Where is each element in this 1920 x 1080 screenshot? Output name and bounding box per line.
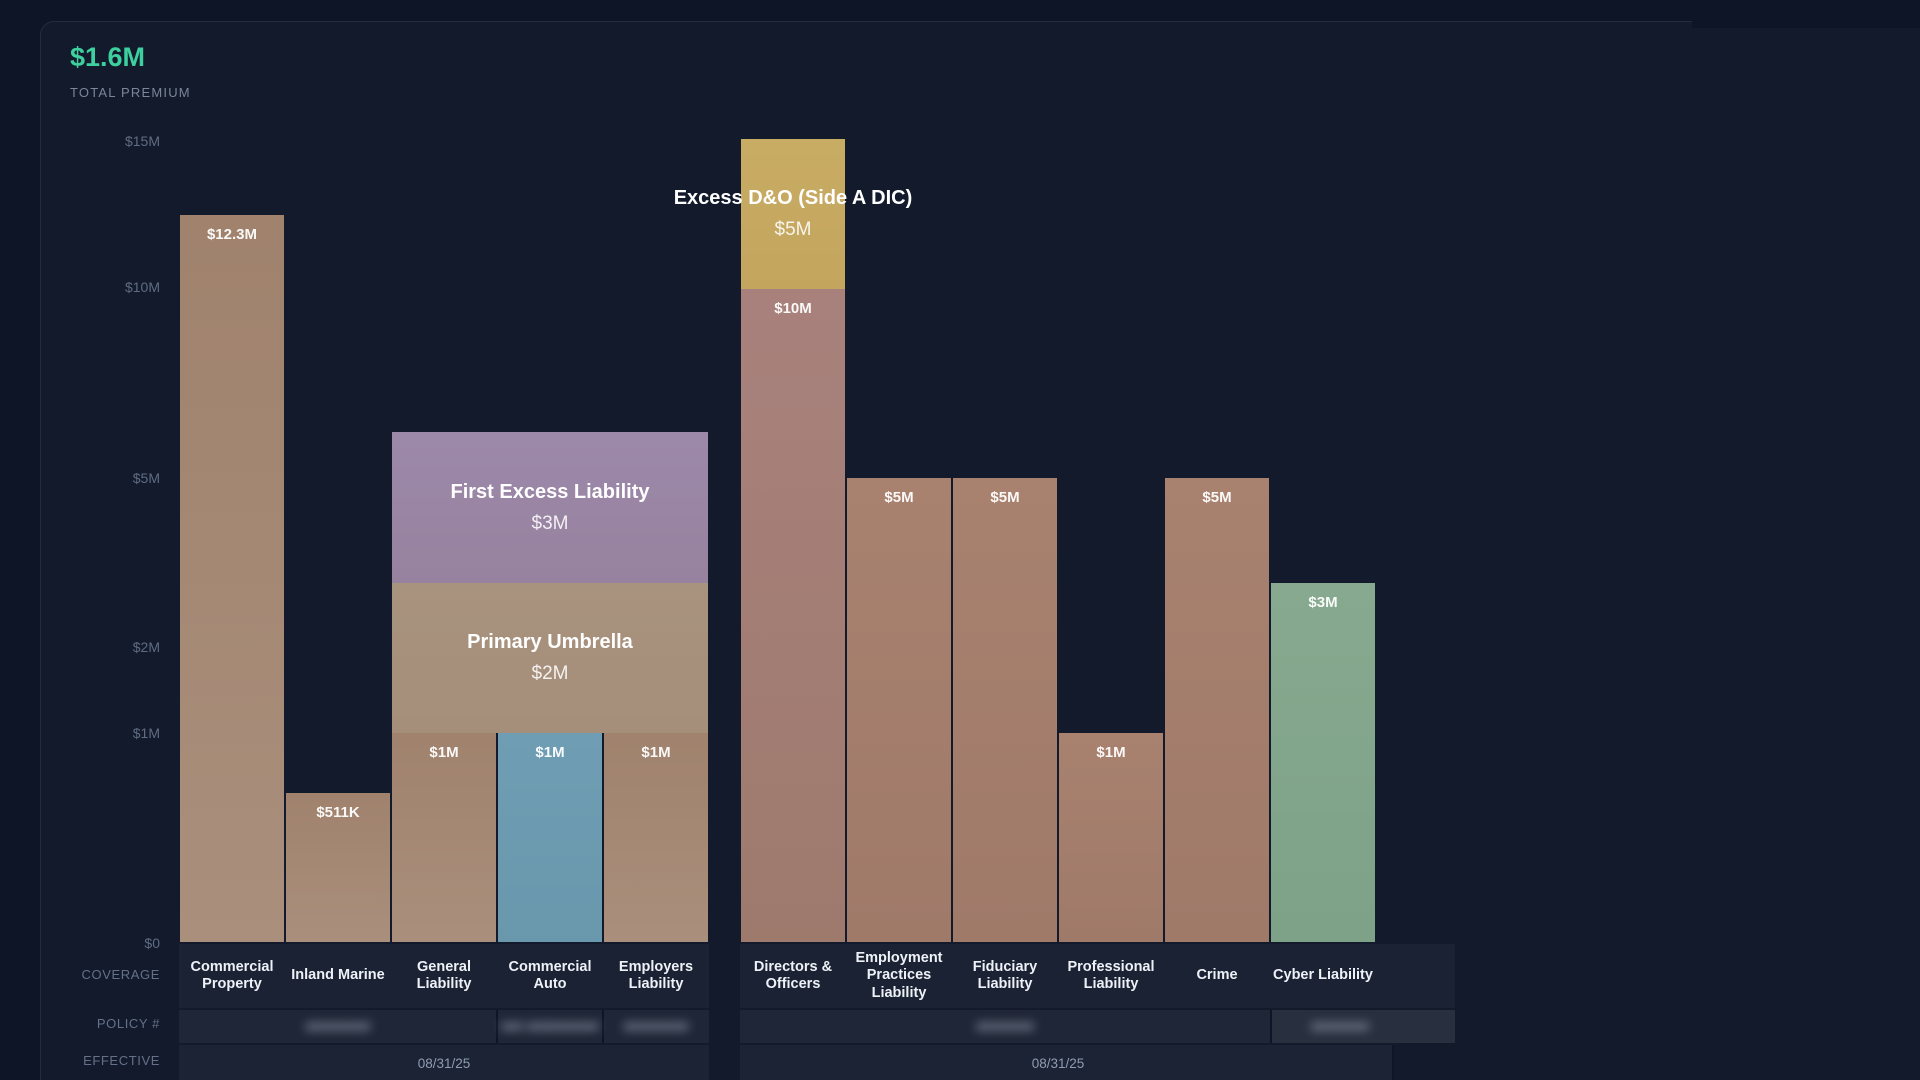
bar-excess-do-side-a-dic[interactable]: Excess D&O (Side A DIC) $5M — [674, 139, 912, 289]
effective-row-group1 — [179, 1045, 709, 1080]
bar-primary-umbrella[interactable]: Primary Umbrella $2M — [392, 583, 708, 733]
bar-value-label: $3M — [1308, 594, 1338, 611]
effective-cell-divider — [1392, 1045, 1394, 1080]
row-label-effective: EFFECTIVE — [83, 1053, 160, 1068]
bar-block-labels: Primary Umbrella $2M — [380, 631, 720, 685]
bar-first-excess-liability[interactable]: First Excess Liability $3M — [392, 432, 708, 583]
bar-inland-marine[interactable]: $511K — [286, 793, 390, 942]
bar-value-label: $1M — [535, 744, 565, 761]
layer-title: First Excess Liability — [450, 480, 650, 503]
policy-number-redacted: ### ########## — [501, 1019, 599, 1034]
colhead-crime: Crime — [1196, 967, 1238, 984]
policy-number-redacted: ######## — [1311, 1019, 1369, 1034]
effective-row-group2 — [740, 1045, 1455, 1080]
policy-number-redacted: ######### — [623, 1019, 689, 1034]
layer-limit: $2M — [531, 663, 569, 684]
colhead-employers-liability: Employers Liability — [618, 958, 694, 992]
bar-value-label: $511K — [316, 804, 360, 821]
y-tick-0: $0 — [144, 935, 160, 951]
colhead-fiduciary-liability: Fiduciary Liability — [972, 958, 1038, 992]
bar-fiduciary-liability[interactable]: $5M — [953, 478, 1057, 942]
bar-value-label: $10M — [774, 300, 812, 317]
policy-cell-cyber — [1272, 1010, 1455, 1043]
policy-number-redacted: ######### — [305, 1019, 371, 1034]
layer-limit: $5M — [774, 219, 812, 240]
layer-limit: $3M — [531, 512, 569, 534]
colhead-commercial-auto: Commercial Auto — [508, 958, 592, 992]
bar-cyber-liability[interactable]: $3M — [1271, 583, 1375, 942]
policy-row-group1 — [179, 1010, 709, 1043]
y-tick-2m: $2M — [132, 639, 160, 655]
y-tick-1m: $1M — [132, 725, 160, 741]
bar-value-label: $5M — [1202, 489, 1232, 506]
colhead-commercial-property: Commercial Property — [190, 958, 274, 992]
effective-date-group2: 08/31/25 — [1031, 1056, 1085, 1071]
card-border-fade — [1692, 14, 1920, 28]
bar-block-labels: First Excess Liability $3M — [380, 481, 720, 535]
y-tick-5m: $5M — [132, 470, 160, 486]
bar-value-label: $1M — [1096, 744, 1126, 761]
colhead-professional-liability: Professional Liability — [1067, 958, 1155, 992]
y-tick-10m: $10M — [124, 279, 160, 295]
effective-empty-cell — [1394, 1045, 1455, 1080]
policy-cell-divider — [602, 1010, 604, 1043]
policy-cell-divider — [1270, 1010, 1272, 1043]
colhead-inland-marine: Inland Marine — [291, 967, 385, 984]
colhead-cyber-liability: Cyber Liability — [1273, 967, 1373, 984]
colhead-directors-officers: Directors & Officers — [753, 958, 833, 992]
row-label-coverage: COVERAGE — [81, 967, 160, 982]
row-label-policy: POLICY # — [96, 1016, 160, 1031]
bar-employers-liability[interactable]: $1M — [604, 733, 708, 942]
bar-employment-practices-liability[interactable]: $5M — [847, 478, 951, 942]
bar-crime[interactable]: $5M — [1165, 478, 1269, 942]
bar-professional-liability[interactable]: $1M — [1059, 733, 1163, 942]
bar-value-label: $5M — [884, 489, 914, 506]
bar-commercial-property[interactable]: $12.3M — [180, 215, 284, 942]
policy-number-redacted: ######## — [976, 1019, 1034, 1034]
bar-general-liability[interactable]: $1M — [392, 733, 496, 942]
policy-cell-divider — [496, 1010, 498, 1043]
bar-commercial-auto[interactable]: $1M — [498, 733, 602, 942]
bar-directors-officers[interactable]: $10M — [741, 289, 845, 942]
colhead-employment-practices-liability: Employment Practices Liability — [855, 950, 943, 1001]
total-premium-value: $1.6M — [70, 42, 146, 72]
bar-block-labels: Excess D&O (Side A DIC) $5M — [623, 187, 963, 241]
total-premium-label: TOTAL PREMIUM — [70, 85, 191, 100]
bar-value-label: $5M — [990, 489, 1020, 506]
policy-row-group2 — [740, 1010, 1455, 1043]
effective-date-group1: 08/31/25 — [417, 1056, 471, 1071]
layer-title: Excess D&O (Side A DIC) — [673, 187, 913, 209]
bar-value-label: $1M — [641, 744, 671, 761]
bar-value-label: $12.3M — [206, 226, 258, 243]
colhead-general-liability: General Liability — [416, 958, 472, 992]
y-tick-15m: $15M — [124, 133, 160, 149]
bar-value-label: $1M — [429, 744, 459, 761]
layer-title: Primary Umbrella — [467, 631, 633, 653]
